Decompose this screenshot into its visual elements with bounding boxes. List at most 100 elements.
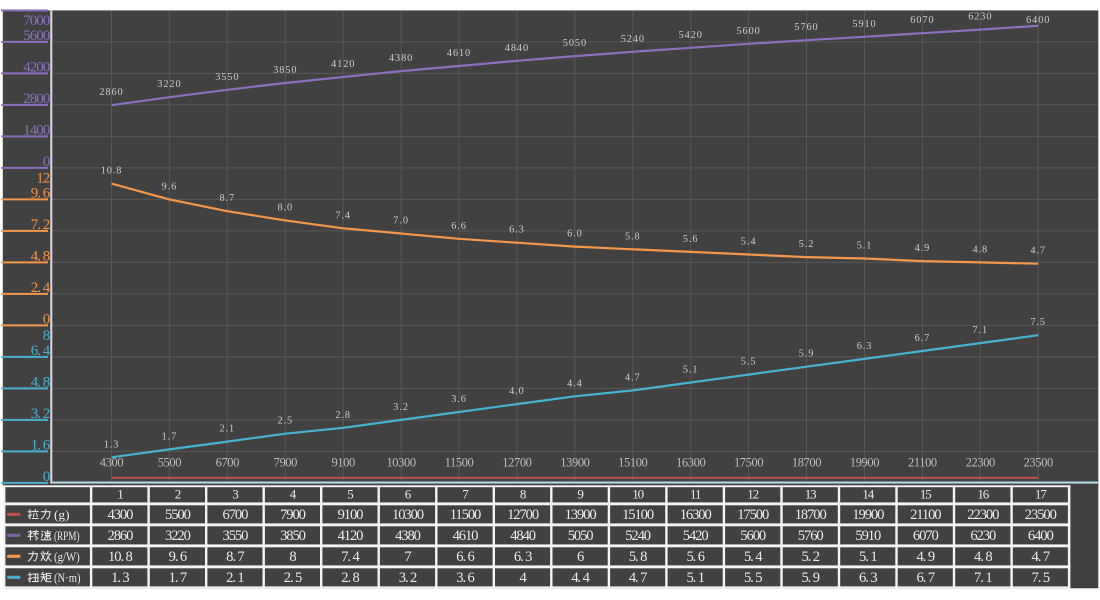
svg-text:4. 7: 4. 7 — [1032, 549, 1050, 565]
svg-text:19900: 19900 — [852, 507, 884, 523]
svg-text:9: 9 — [577, 487, 583, 502]
svg-text:4.7: 4.7 — [625, 372, 641, 383]
svg-text:7000: 7000 — [23, 13, 50, 29]
svg-text:(g/W): (g/W) — [54, 549, 80, 564]
svg-text:5910: 5910 — [855, 528, 881, 544]
svg-text:12: 12 — [747, 487, 758, 502]
svg-text:4.7: 4.7 — [1030, 246, 1046, 257]
svg-text:3220: 3220 — [157, 79, 181, 90]
svg-text:5. 6: 5. 6 — [686, 549, 704, 565]
svg-text:5.1: 5.1 — [857, 241, 873, 252]
svg-text:2860: 2860 — [108, 528, 134, 544]
svg-text:3: 3 — [232, 487, 238, 502]
svg-text:13900: 13900 — [560, 456, 589, 470]
svg-text:4.4: 4.4 — [567, 378, 583, 389]
svg-text:1. 7: 1. 7 — [169, 570, 187, 586]
svg-text:5. 2: 5. 2 — [801, 549, 819, 565]
svg-text:4380: 4380 — [395, 528, 421, 544]
svg-text:4: 4 — [519, 570, 527, 586]
svg-text:5500: 5500 — [158, 456, 182, 470]
svg-text:6.6: 6.6 — [451, 221, 467, 232]
svg-text:5. 5: 5. 5 — [744, 570, 762, 586]
svg-text:4.9: 4.9 — [915, 243, 931, 254]
svg-text:11500: 11500 — [450, 507, 481, 523]
svg-text:6. 7: 6. 7 — [917, 570, 935, 586]
svg-text:4840: 4840 — [505, 43, 529, 54]
svg-text:2. 1: 2. 1 — [226, 570, 244, 586]
svg-text:0: 0 — [43, 469, 50, 485]
svg-text:14: 14 — [862, 487, 874, 502]
svg-text:15: 15 — [920, 487, 931, 502]
svg-text:(g): (g) — [54, 507, 70, 522]
svg-text:6.7: 6.7 — [915, 333, 931, 344]
svg-text:7. 1: 7. 1 — [974, 570, 992, 586]
svg-text:2860: 2860 — [99, 87, 123, 98]
svg-text:11: 11 — [690, 487, 701, 502]
svg-text:5050: 5050 — [563, 38, 587, 49]
svg-text:1: 1 — [117, 487, 123, 502]
svg-text:5050: 5050 — [568, 528, 594, 544]
svg-text:3550: 3550 — [215, 72, 239, 83]
svg-text:4. 8: 4. 8 — [974, 549, 992, 565]
svg-text:5. 1: 5. 1 — [859, 549, 877, 565]
svg-text:17: 17 — [1035, 487, 1047, 502]
svg-text:10. 8: 10. 8 — [108, 549, 132, 565]
svg-text:10: 10 — [632, 487, 643, 502]
svg-text:3. 6: 3. 6 — [456, 570, 474, 586]
svg-text:5.2: 5.2 — [799, 239, 815, 250]
svg-text:9. 6: 9. 6 — [169, 549, 187, 565]
svg-text:4300: 4300 — [100, 456, 124, 470]
svg-text:2. 5: 2. 5 — [284, 570, 302, 586]
svg-text:6070: 6070 — [913, 528, 939, 544]
svg-text:6230: 6230 — [968, 12, 992, 23]
svg-text:6700: 6700 — [223, 507, 249, 523]
svg-text:3850: 3850 — [273, 65, 297, 76]
svg-text:4300: 4300 — [108, 507, 134, 523]
svg-text:7.4: 7.4 — [335, 210, 351, 221]
svg-text:5. 1: 5. 1 — [686, 570, 704, 586]
svg-text:17500: 17500 — [737, 507, 769, 523]
svg-text:4200: 4200 — [23, 60, 50, 76]
svg-text:5.1: 5.1 — [683, 365, 699, 376]
svg-text:5.5: 5.5 — [741, 357, 757, 368]
svg-text:13900: 13900 — [565, 507, 597, 523]
svg-text:16300: 16300 — [680, 507, 712, 523]
svg-text:5240: 5240 — [625, 528, 651, 544]
svg-text:3550: 3550 — [223, 528, 249, 544]
svg-text:22300: 22300 — [967, 507, 999, 523]
svg-text:4. 9: 4. 9 — [917, 549, 935, 565]
svg-text:7.5: 7.5 — [1030, 317, 1046, 328]
svg-text:4. 8: 4. 8 — [31, 249, 50, 265]
svg-text:15100: 15100 — [618, 456, 647, 470]
svg-text:0: 0 — [43, 312, 50, 328]
svg-text:19900: 19900 — [850, 456, 879, 470]
svg-text:5.8: 5.8 — [625, 231, 641, 242]
svg-text:3. 2: 3. 2 — [399, 570, 417, 586]
svg-text:5. 4: 5. 4 — [744, 549, 763, 565]
svg-text:5500: 5500 — [165, 507, 191, 523]
svg-text:9.6: 9.6 — [162, 181, 178, 192]
svg-text:7. 4: 7. 4 — [341, 549, 360, 565]
svg-text:21100: 21100 — [908, 456, 937, 470]
svg-text:7. 2: 7. 2 — [31, 217, 50, 233]
svg-text:2. 8: 2. 8 — [341, 570, 359, 586]
svg-text:5240: 5240 — [621, 34, 645, 45]
svg-text:5760: 5760 — [794, 22, 818, 33]
svg-text:1. 6: 1. 6 — [31, 438, 51, 454]
svg-text:8.7: 8.7 — [220, 193, 236, 204]
svg-text:3. 2: 3. 2 — [31, 406, 50, 422]
svg-text:5: 5 — [347, 487, 353, 502]
svg-text:6. 6: 6. 6 — [456, 549, 474, 565]
svg-text:4380: 4380 — [389, 53, 413, 64]
svg-text:4. 4: 4. 4 — [571, 570, 590, 586]
svg-text:8: 8 — [289, 549, 296, 565]
svg-text:10300: 10300 — [392, 507, 424, 523]
svg-text:4.0: 4.0 — [509, 386, 525, 397]
svg-text:6400: 6400 — [1028, 528, 1054, 544]
svg-text:15100: 15100 — [622, 507, 654, 523]
svg-text:9100: 9100 — [331, 456, 355, 470]
svg-text:8: 8 — [520, 487, 526, 502]
svg-text:6. 3: 6. 3 — [859, 570, 877, 586]
svg-text:(RPM): (RPM) — [54, 528, 80, 543]
svg-text:11500: 11500 — [445, 456, 474, 470]
